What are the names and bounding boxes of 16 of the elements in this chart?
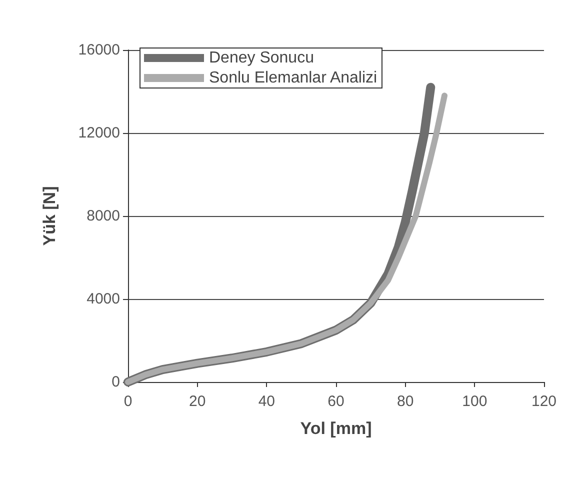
x-tick-label: 60 — [328, 393, 344, 410]
x-tick-label: 120 — [531, 393, 557, 410]
x-tick-label: 0 — [124, 393, 132, 410]
x-tick-label: 80 — [396, 393, 414, 410]
x-axis-title: Yol [mm] — [300, 419, 372, 438]
legend-label: Deney Sonucu — [209, 50, 314, 66]
y-tick-label: 12000 — [78, 124, 120, 142]
y-axis-title: Yük [N] — [40, 186, 59, 246]
legend-label: Sonlu Elemanlar Analizi — [209, 70, 378, 86]
y-tick-label: 4000 — [86, 290, 120, 308]
x-tick-label: 40 — [258, 393, 276, 410]
y-tick-label: 8000 — [86, 208, 120, 224]
y-tick-label: 0 — [112, 374, 120, 390]
x-tick-label: 100 — [462, 393, 488, 410]
x-tick-label: 20 — [188, 393, 206, 410]
y-tick-label: 16000 — [78, 42, 120, 58]
